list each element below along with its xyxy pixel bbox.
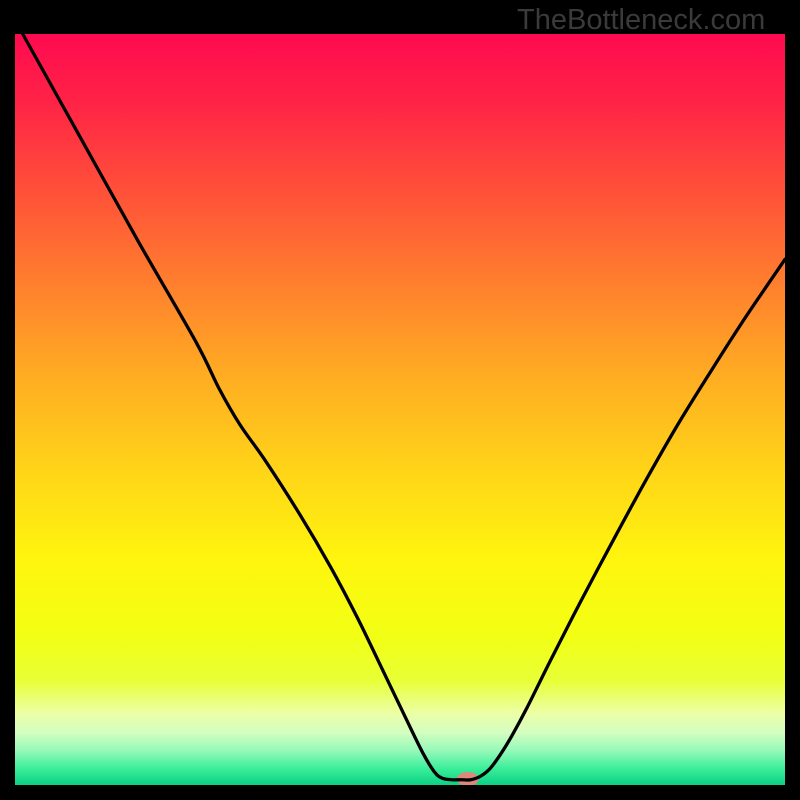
plot-area	[15, 34, 785, 785]
frame-border-left	[0, 0, 15, 800]
frame-border-right	[785, 0, 800, 800]
bottleneck-curve-layer	[15, 34, 785, 785]
frame-border-bottom	[0, 785, 800, 800]
bottleneck-curve	[23, 34, 785, 780]
watermark-text: TheBottleneck.com	[517, 4, 765, 37]
